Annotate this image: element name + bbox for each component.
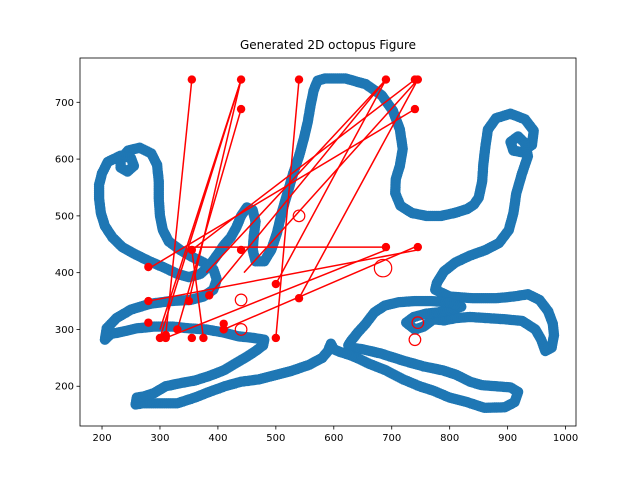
y-tick-label: 500 (55, 211, 74, 222)
red-endpoint (144, 262, 153, 272)
red-endpoint (271, 333, 281, 343)
red-endpoint (173, 325, 182, 334)
red-endpoint (381, 75, 391, 84)
y-tick-label: 400 (55, 268, 74, 279)
y-tick-label: 600 (55, 155, 74, 166)
red-endpoint (187, 333, 197, 343)
red-endpoint (294, 294, 304, 303)
red-endpoint (161, 333, 170, 343)
x-tick-label: 900 (498, 433, 517, 444)
red-endpoint (271, 279, 281, 289)
red-segment (191, 249, 205, 339)
red-segment (191, 78, 416, 251)
y-tick-label: 300 (55, 325, 74, 336)
axes-frame (79, 57, 577, 427)
x-tick-label: 200 (92, 433, 111, 444)
red-circle-series (234, 209, 425, 347)
x-tick-label: 500 (266, 433, 285, 444)
x-tick-label: 300 (150, 433, 169, 444)
x-tick-label: 700 (382, 433, 401, 444)
red-segment (188, 79, 242, 302)
red-endpoint (184, 296, 194, 306)
axes: 200 300 400 500 600 700 800 900 1000 200 300 400 500… (55, 57, 578, 444)
red-segment (275, 79, 300, 339)
red-endpoint (410, 104, 420, 114)
red-endpoint (413, 75, 423, 84)
chart-title: Generated 2D octopus Figure (240, 38, 416, 52)
red-endpoint (294, 75, 304, 84)
red-hollow-circle (234, 293, 248, 307)
red-endpoint (381, 242, 391, 252)
x-tick-label: 400 (208, 433, 227, 444)
y-tick-label: 700 (55, 98, 74, 109)
red-segment (298, 79, 419, 299)
red-endpoint (144, 318, 153, 327)
red-segment (148, 249, 418, 302)
red-segment (208, 79, 387, 296)
red-segment (275, 79, 387, 285)
red-segment (165, 249, 387, 339)
red-endpoint (187, 245, 197, 255)
red-segment (165, 79, 193, 336)
red-endpoint (219, 319, 228, 328)
x-tick-label: 1000 (553, 433, 578, 444)
red-endpoint (205, 291, 214, 300)
red-hollow-circle (408, 333, 422, 347)
red-endpoint (199, 333, 208, 343)
red-segment (223, 246, 416, 331)
red-segment-series (148, 78, 419, 339)
outline-point (318, 73, 329, 85)
x-tick-label: 800 (440, 433, 459, 444)
y-tick-label: 200 (55, 382, 74, 393)
red-endpoint-series (144, 75, 423, 343)
red-segment (150, 108, 416, 268)
red-endpoint (236, 75, 246, 84)
red-endpoint (187, 75, 197, 84)
red-segment (243, 79, 419, 274)
red-segment (176, 108, 242, 330)
red-hollow-circle (411, 316, 425, 330)
red-hollow-circle (234, 323, 248, 336)
red-segment (205, 79, 387, 274)
red-endpoint (236, 245, 246, 255)
red-hollow-circle (292, 209, 306, 223)
red-endpoint (413, 242, 423, 252)
plot-area (93, 73, 560, 413)
red-endpoint (144, 296, 153, 306)
red-segment (159, 79, 242, 339)
x-tick-label: 600 (324, 433, 343, 444)
red-hollow-circle (373, 258, 393, 278)
red-endpoint (236, 104, 246, 114)
